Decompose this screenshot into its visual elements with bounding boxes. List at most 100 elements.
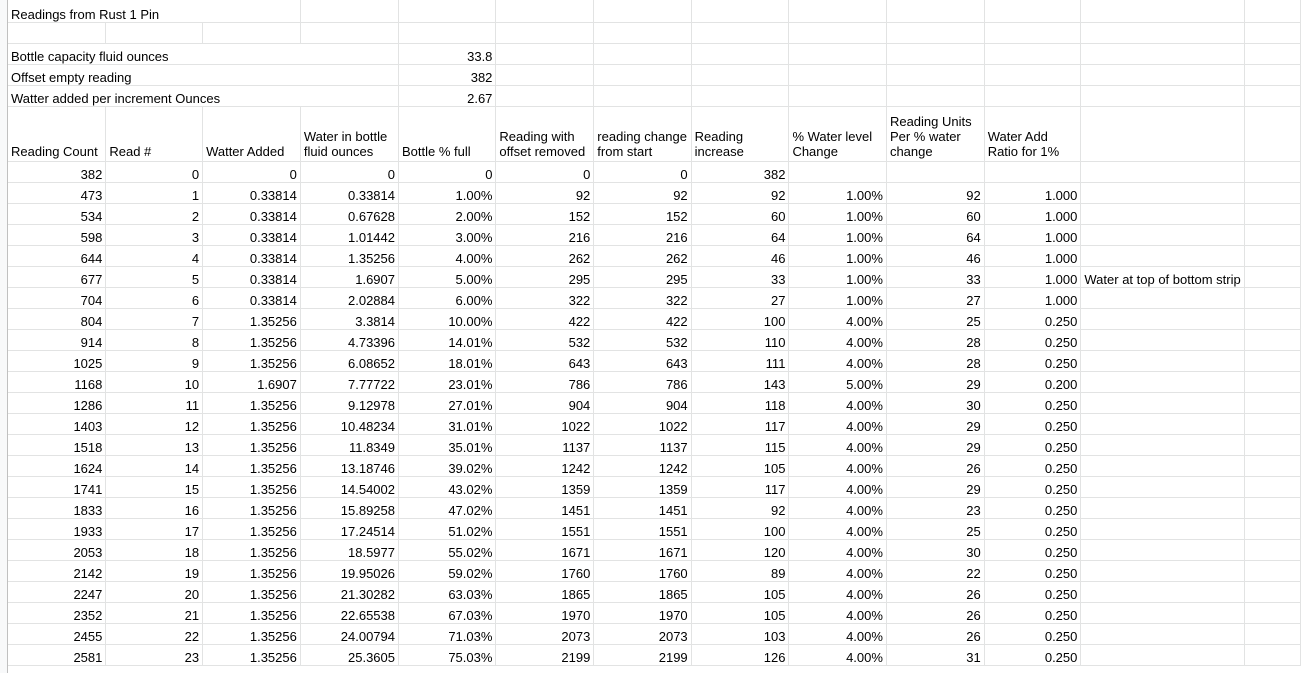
data-cell[interactable]: 4.00% — [788, 581, 887, 603]
data-cell[interactable]: 0.250 — [984, 329, 1082, 351]
data-cell[interactable]: 29 — [886, 476, 985, 498]
cell[interactable] — [398, 22, 497, 44]
data-cell[interactable]: 19 — [105, 560, 204, 582]
data-cell[interactable]: 2.02884 — [300, 287, 400, 309]
data-cell[interactable]: 14.54002 — [300, 476, 400, 498]
data-cell[interactable]: 115 — [691, 434, 790, 456]
data-cell[interactable]: 126 — [691, 644, 790, 666]
data-cell[interactable]: 2073 — [495, 623, 595, 645]
data-cell[interactable]: 1.000 — [984, 182, 1082, 204]
data-cell[interactable]: 59.02% — [398, 560, 497, 582]
data-cell[interactable]: 1.35256 — [202, 560, 301, 582]
cell[interactable] — [1244, 203, 1301, 225]
column-header[interactable]: Read # — [105, 106, 204, 162]
cell[interactable] — [984, 85, 1082, 107]
data-cell[interactable]: 1.00% — [788, 266, 887, 288]
data-cell[interactable]: 64 — [691, 224, 790, 246]
data-cell[interactable]: 29 — [886, 371, 985, 393]
data-cell[interactable]: 63.03% — [398, 581, 497, 603]
data-cell[interactable]: 643 — [593, 350, 692, 372]
data-cell[interactable]: 64 — [886, 224, 985, 246]
data-cell[interactable]: 9.12978 — [300, 392, 400, 414]
data-cell[interactable]: 152 — [495, 203, 595, 225]
data-cell[interactable]: 1741 — [8, 476, 107, 498]
data-cell[interactable]: 1.35256 — [202, 434, 301, 456]
data-cell[interactable]: 1.00% — [788, 182, 887, 204]
column-header[interactable]: Reading increase — [691, 106, 790, 162]
data-cell[interactable]: 4.00% — [788, 539, 887, 561]
cell[interactable] — [1244, 413, 1301, 435]
cell[interactable] — [1244, 476, 1301, 498]
data-cell[interactable]: 1.000 — [984, 245, 1082, 267]
cell[interactable] — [1244, 0, 1301, 23]
data-cell[interactable]: 4.00% — [788, 497, 887, 519]
param-label[interactable]: Bottle capacity fluid ounces — [8, 43, 399, 65]
data-cell[interactable]: 0 — [398, 161, 497, 183]
data-cell[interactable]: 1.35256 — [300, 245, 400, 267]
data-cell[interactable]: 1970 — [593, 602, 692, 624]
data-cell[interactable]: 0 — [593, 161, 692, 183]
data-cell[interactable] — [984, 161, 1082, 183]
data-cell[interactable]: 3 — [105, 224, 204, 246]
data-cell[interactable]: 4.00% — [788, 308, 887, 330]
cell[interactable] — [1080, 623, 1245, 645]
data-cell[interactable]: 1025 — [8, 350, 107, 372]
column-header[interactable]: Bottle % full — [398, 106, 497, 162]
data-cell[interactable]: 16 — [105, 497, 204, 519]
param-label[interactable]: Offset empty reading — [8, 64, 399, 86]
data-cell[interactable]: 25 — [886, 518, 985, 540]
cell[interactable] — [1080, 182, 1245, 204]
data-cell[interactable]: 1.35256 — [202, 539, 301, 561]
cell[interactable] — [1244, 602, 1301, 624]
data-cell[interactable]: 0.67628 — [300, 203, 400, 225]
data-cell[interactable]: 1.35256 — [202, 644, 301, 666]
data-cell[interactable]: 1403 — [8, 413, 107, 435]
data-cell[interactable]: 2247 — [8, 581, 107, 603]
data-cell[interactable]: 0.250 — [984, 623, 1082, 645]
data-cell[interactable]: 786 — [593, 371, 692, 393]
data-cell[interactable]: 51.02% — [398, 518, 497, 540]
data-cell[interactable]: 2455 — [8, 623, 107, 645]
data-cell[interactable]: 2581 — [8, 644, 107, 666]
data-cell[interactable]: 89 — [691, 560, 790, 582]
data-cell[interactable]: 1137 — [495, 434, 595, 456]
data-cell[interactable]: 0.250 — [984, 518, 1082, 540]
data-cell[interactable]: 0.250 — [984, 455, 1082, 477]
data-cell[interactable]: 13 — [105, 434, 204, 456]
cell[interactable] — [886, 64, 985, 86]
data-cell[interactable]: 100 — [691, 518, 790, 540]
cell[interactable] — [1244, 308, 1301, 330]
data-cell[interactable]: 1359 — [495, 476, 595, 498]
data-cell[interactable]: 1.01442 — [300, 224, 400, 246]
data-cell[interactable]: 0.250 — [984, 560, 1082, 582]
data-cell[interactable]: 473 — [8, 182, 107, 204]
cell[interactable] — [1244, 392, 1301, 414]
data-cell[interactable]: 2142 — [8, 560, 107, 582]
cell[interactable] — [1244, 161, 1301, 183]
cell[interactable] — [1080, 308, 1245, 330]
cell[interactable] — [886, 0, 985, 23]
data-cell[interactable]: 0.200 — [984, 371, 1082, 393]
data-cell[interactable]: 100 — [691, 308, 790, 330]
cell[interactable] — [1080, 476, 1245, 498]
param-value[interactable]: 2.67 — [398, 85, 497, 107]
data-cell[interactable]: 1.6907 — [300, 266, 400, 288]
data-cell[interactable]: 4.00% — [788, 623, 887, 645]
data-cell[interactable]: 262 — [495, 245, 595, 267]
cell[interactable] — [495, 0, 595, 23]
data-cell[interactable]: 1.00% — [788, 203, 887, 225]
data-cell[interactable]: 0.33814 — [202, 203, 301, 225]
data-cell[interactable]: 18.5977 — [300, 539, 400, 561]
data-cell[interactable]: 111 — [691, 350, 790, 372]
data-cell[interactable]: 1.00% — [788, 224, 887, 246]
data-cell[interactable]: 4.00% — [788, 392, 887, 414]
data-cell[interactable]: 71.03% — [398, 623, 497, 645]
cell[interactable] — [1080, 518, 1245, 540]
data-cell[interactable]: 1760 — [593, 560, 692, 582]
data-cell[interactable]: 4.00% — [398, 245, 497, 267]
cell[interactable] — [691, 64, 790, 86]
data-cell[interactable]: 0 — [202, 161, 301, 183]
cell[interactable] — [1244, 497, 1301, 519]
data-cell[interactable]: 152 — [593, 203, 692, 225]
data-cell[interactable]: 31.01% — [398, 413, 497, 435]
